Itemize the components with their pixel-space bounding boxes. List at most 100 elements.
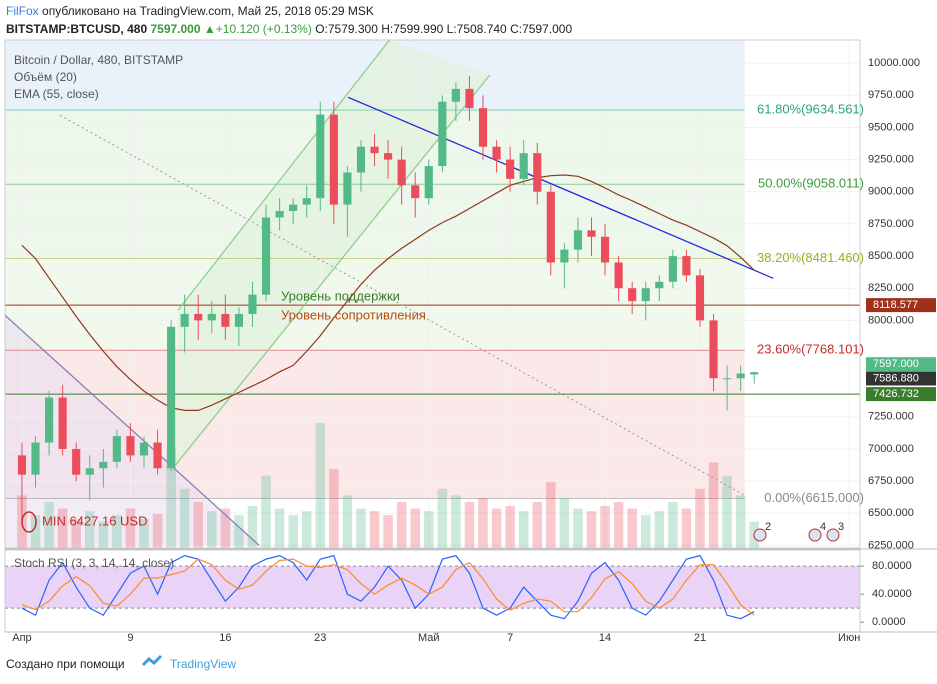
volume-bar — [478, 498, 488, 548]
volume-bar — [274, 508, 285, 548]
price-label: 7586.880 — [873, 372, 919, 384]
y-tick-label: 8500.000 — [868, 250, 914, 262]
volume-bar — [288, 515, 298, 548]
fib-label: 61.80%(9634.561) — [757, 102, 864, 117]
pane-border — [4, 39, 861, 549]
annotation: Уровень сопротивления — [281, 308, 426, 323]
brand[interactable]: TradingView — [170, 657, 237, 671]
candle-body — [736, 373, 745, 379]
x-tick-label: Апр — [12, 632, 31, 644]
volume-bar — [85, 511, 95, 548]
volume-bar — [139, 519, 149, 548]
trend-line — [347, 96, 774, 279]
volume-bar — [573, 508, 583, 548]
price-label: 7597.000 — [873, 358, 919, 370]
candle-body — [180, 313, 189, 327]
x-tick-label: 14 — [599, 632, 611, 644]
volume-bar — [546, 482, 556, 548]
fib-label: 38.20%(8481.460) — [757, 250, 864, 265]
volume-bar — [193, 501, 203, 548]
volume-bar — [342, 495, 353, 548]
volume-bar — [613, 501, 624, 548]
stoch-pane — [5, 554, 860, 620]
volume-bar — [179, 488, 190, 548]
candle-body — [126, 436, 135, 456]
volume-bar — [518, 511, 529, 548]
volume-bar — [451, 495, 461, 548]
y-tick-label: 0.0000 — [872, 616, 906, 628]
price-label-box — [866, 357, 936, 372]
volume-bar — [668, 501, 678, 548]
candle-body — [58, 397, 67, 449]
event-badge: 4 — [820, 521, 826, 533]
volume-bar — [681, 508, 692, 548]
footer: Создано при помощи TradingView — [6, 657, 236, 671]
header-line: FilFox опубликовано на TradingView.com, … — [6, 4, 374, 18]
candle-body — [411, 185, 420, 199]
price-label-box — [866, 387, 936, 402]
candle-body — [641, 288, 650, 302]
volume-bar — [464, 501, 475, 548]
volume-bar — [329, 469, 339, 548]
y-tick-label: 40.0000 — [872, 588, 912, 600]
volume-bar — [505, 505, 515, 548]
change: +10.120 (+0.13%) — [215, 22, 312, 36]
event-badge: 3 — [838, 521, 844, 533]
volume-bar — [586, 511, 597, 548]
volume-bar — [152, 513, 163, 548]
volume-bar — [220, 508, 231, 548]
price-label: 7426.732 — [873, 388, 919, 400]
candle-body — [261, 217, 271, 295]
y-tick-label: 9000.000 — [868, 186, 914, 198]
candle-body — [723, 378, 732, 380]
stoch-line — [21, 558, 755, 616]
x-tick-label: 16 — [219, 632, 231, 644]
x-tick-label: 21 — [694, 632, 706, 644]
annotation: Уровень поддержки — [281, 289, 400, 304]
fib-label: 50.00%(9058.011) — [758, 176, 864, 191]
author[interactable]: FilFox — [6, 4, 39, 18]
candle-body — [750, 372, 759, 375]
axes: 6250.000 6500.000 6750.000 7000.000 7250.000… — [12, 57, 936, 644]
candle-body — [573, 230, 583, 250]
candle-body — [682, 256, 691, 276]
candle-body — [302, 198, 311, 205]
y-tick-label: 7000.000 — [868, 443, 914, 455]
stoch-title: Stoch RSI (3, 3, 14, 14, close) — [14, 556, 174, 570]
candle-body — [560, 249, 569, 263]
trend-line — [174, 74, 491, 466]
candle-body — [451, 88, 460, 102]
ema-line — [21, 174, 755, 411]
volume-bar — [369, 511, 380, 548]
candle-body — [31, 442, 40, 475]
stoch-band — [5, 566, 860, 609]
close: C:7597.000 — [510, 22, 573, 36]
price-label: 8118.577 — [873, 299, 918, 311]
volume-bar — [166, 449, 176, 548]
legend-title: Bitcoin / Dollar, 480, BITSTAMP — [14, 53, 183, 67]
volume-bar — [71, 519, 81, 548]
volume-bar — [301, 511, 312, 548]
volume-bar — [207, 511, 217, 548]
x-tick-label: Май — [418, 632, 440, 644]
volume-bar — [356, 508, 366, 548]
y-tick-label: 9750.000 — [868, 89, 914, 101]
candle-body — [492, 146, 501, 160]
volume-bar — [261, 475, 271, 548]
open: O:7579.300 — [315, 22, 378, 36]
candle-body — [384, 153, 393, 160]
event-flag — [753, 528, 767, 542]
candle-body — [85, 468, 94, 475]
brand-logo — [141, 654, 163, 667]
candle-body — [709, 320, 718, 379]
y-tick-label: 7250.000 — [868, 411, 914, 423]
volume-bar — [559, 498, 570, 548]
candle-body — [275, 211, 284, 218]
candle-body — [289, 204, 298, 212]
low: L:7508.740 — [446, 22, 507, 36]
candle-body — [465, 88, 474, 109]
min-label: MIN 6427.16 USD — [42, 513, 148, 528]
x-tick-label: 9 — [127, 632, 133, 644]
arrow: ▲ — [203, 22, 216, 36]
